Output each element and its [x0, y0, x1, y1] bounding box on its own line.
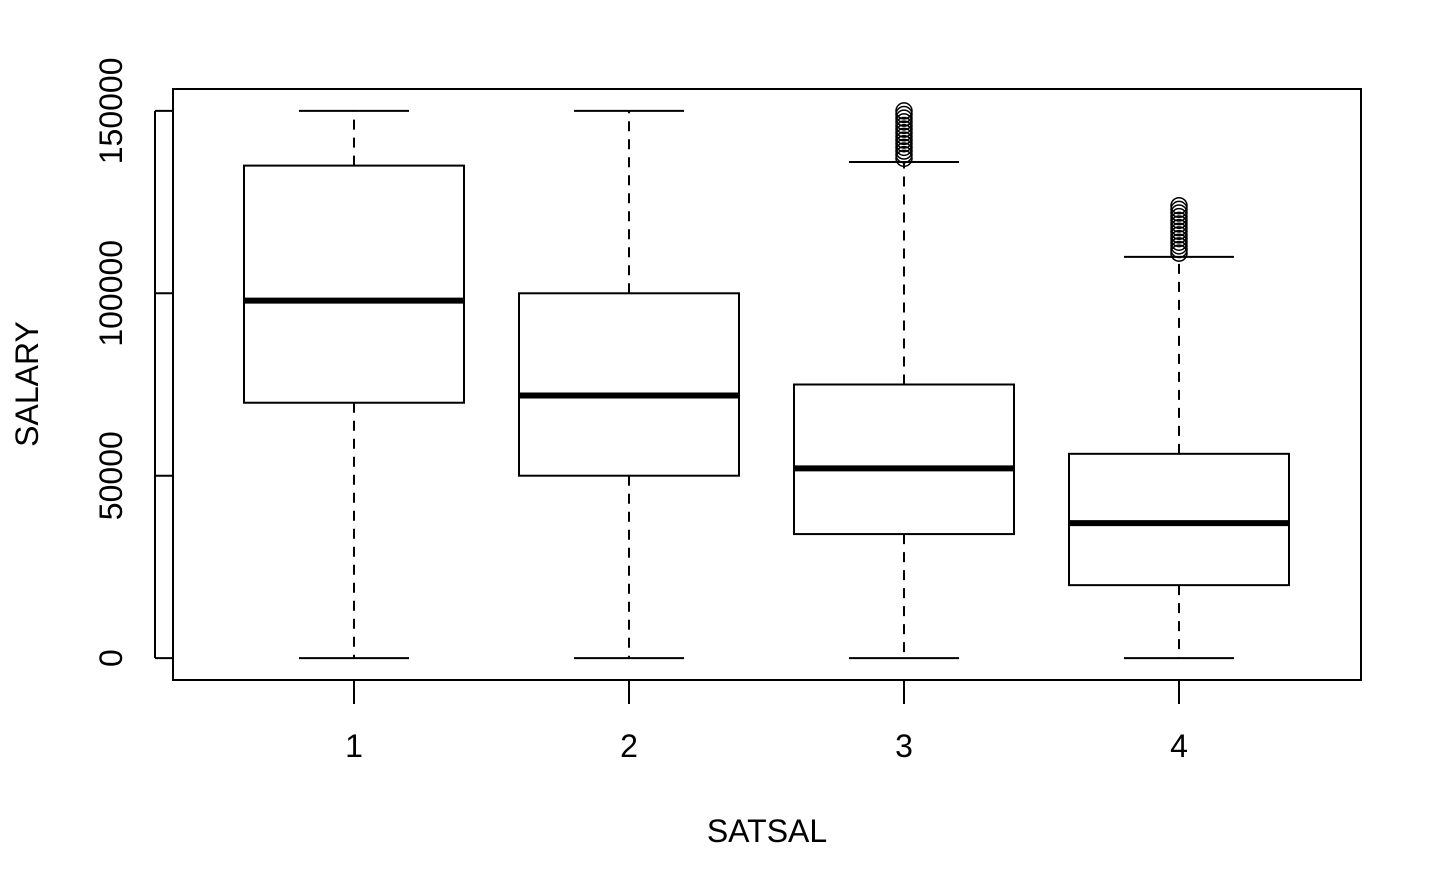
outlier-point	[895, 116, 913, 135]
x-tick-label: 1	[345, 728, 363, 764]
outlier-point	[1170, 229, 1188, 248]
outlier-point	[895, 105, 913, 124]
outlier-point	[1170, 226, 1188, 244]
x-tick-label: 3	[895, 728, 913, 764]
x-axis: 1 2 3 4	[345, 679, 1188, 764]
box-iqr	[793, 383, 1015, 536]
outlier-point	[895, 138, 913, 157]
outlier-point	[1170, 200, 1188, 219]
x-tick-label: 2	[620, 728, 638, 764]
outlier-point	[895, 134, 913, 153]
outlier-point	[895, 145, 913, 164]
outlier-point	[895, 109, 913, 127]
box-iqr	[1068, 452, 1290, 587]
outlier-point	[1170, 233, 1188, 251]
y-tick-label: 150000	[93, 57, 129, 164]
outlier-point	[1170, 240, 1188, 259]
box-group-4	[1068, 196, 1290, 660]
box-group-2	[518, 109, 740, 660]
outlier-point	[895, 113, 913, 131]
outlier-point	[895, 127, 913, 146]
outlier-point	[1170, 218, 1188, 237]
y-tick-label: 50000	[93, 431, 129, 520]
outlier-point	[1170, 237, 1188, 255]
x-axis-title: SATSAL	[707, 813, 827, 849]
outlier-point	[1170, 211, 1188, 230]
outlier-point	[1170, 196, 1188, 215]
outlier-point	[895, 102, 913, 120]
outlier-point	[895, 131, 913, 149]
outlier-point	[895, 124, 913, 142]
box-group-1	[243, 109, 465, 660]
box-iqr	[518, 292, 740, 477]
outlier-point	[1170, 207, 1188, 226]
outlier-point	[1170, 215, 1188, 233]
outlier-point	[1170, 244, 1188, 262]
y-axis: 0 50000 100000 150000	[93, 57, 172, 667]
y-tick-label: 100000	[93, 240, 129, 347]
outlier-point	[895, 149, 913, 168]
outlier-point	[895, 120, 913, 138]
box-marks	[243, 102, 1290, 660]
outlier-point	[1170, 204, 1188, 222]
y-tick-label: 0	[93, 649, 129, 667]
box-group-3	[793, 102, 1015, 660]
y-axis-title: SALARY	[9, 321, 45, 447]
outlier-point	[895, 142, 913, 160]
outlier-point	[1170, 222, 1188, 241]
box-iqr	[243, 164, 465, 404]
x-tick-label: 4	[1170, 728, 1188, 764]
